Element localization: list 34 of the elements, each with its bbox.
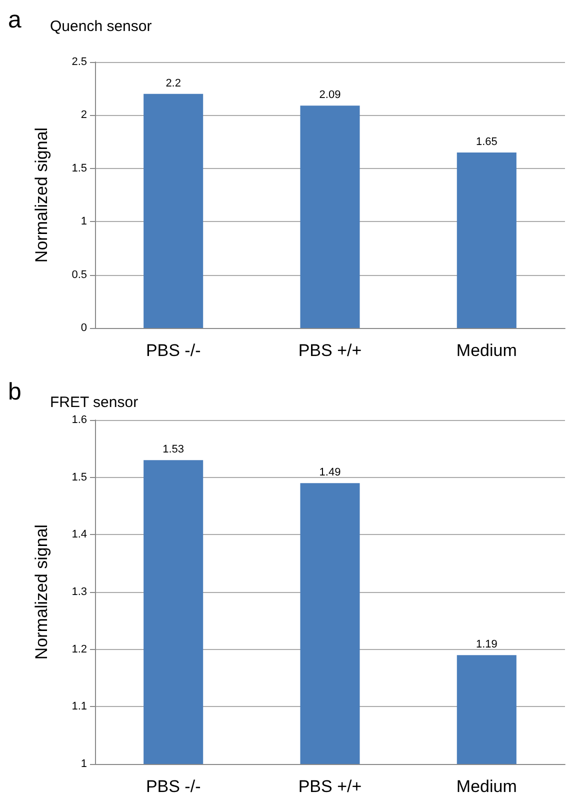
bar [144, 94, 204, 328]
y-tick-label: 1.5 [72, 162, 87, 174]
x-tick-label: PBS +/+ [298, 341, 362, 360]
bar [300, 106, 360, 328]
x-tick-label: Medium [456, 341, 517, 360]
y-tick-label: 1.6 [72, 414, 87, 426]
y-tick-label: 1 [80, 216, 87, 228]
x-tick-label: Medium [456, 777, 517, 795]
y-tick-label: 1.5 [72, 471, 87, 484]
y-axis-title: Normalized signal [32, 524, 51, 660]
x-tick-label: PBS -/- [146, 341, 201, 360]
y-tick-label: 1.3 [72, 586, 87, 598]
chart-title: Quench sensor [50, 18, 152, 35]
data-label: 1.19 [476, 638, 498, 651]
y-tick-label: 0 [80, 322, 87, 334]
text: a [8, 6, 22, 34]
data-label: 2.09 [319, 89, 341, 102]
y-tick-label: 1.2 [72, 643, 87, 656]
y-tick-label: 0.5 [72, 268, 87, 281]
bar [456, 152, 516, 328]
y-tick-label: 2.5 [72, 56, 87, 68]
text: b [8, 378, 22, 406]
y-tick-label: 1.4 [72, 528, 87, 541]
y-axis-title: Normalized signal [32, 127, 51, 263]
chart-title: FRET sensor [50, 394, 138, 411]
y-tick-label: 2 [80, 109, 87, 122]
data-label: 2.2 [166, 77, 181, 90]
data-label: 1.49 [319, 466, 341, 479]
data-label: 1.53 [162, 444, 184, 456]
x-tick-label: PBS +/+ [298, 777, 362, 795]
y-tick-label: 1 [80, 758, 87, 770]
data-label: 1.65 [476, 136, 498, 148]
y-tick-label: 1.1 [72, 700, 87, 713]
x-tick-label: PBS -/- [146, 777, 201, 795]
